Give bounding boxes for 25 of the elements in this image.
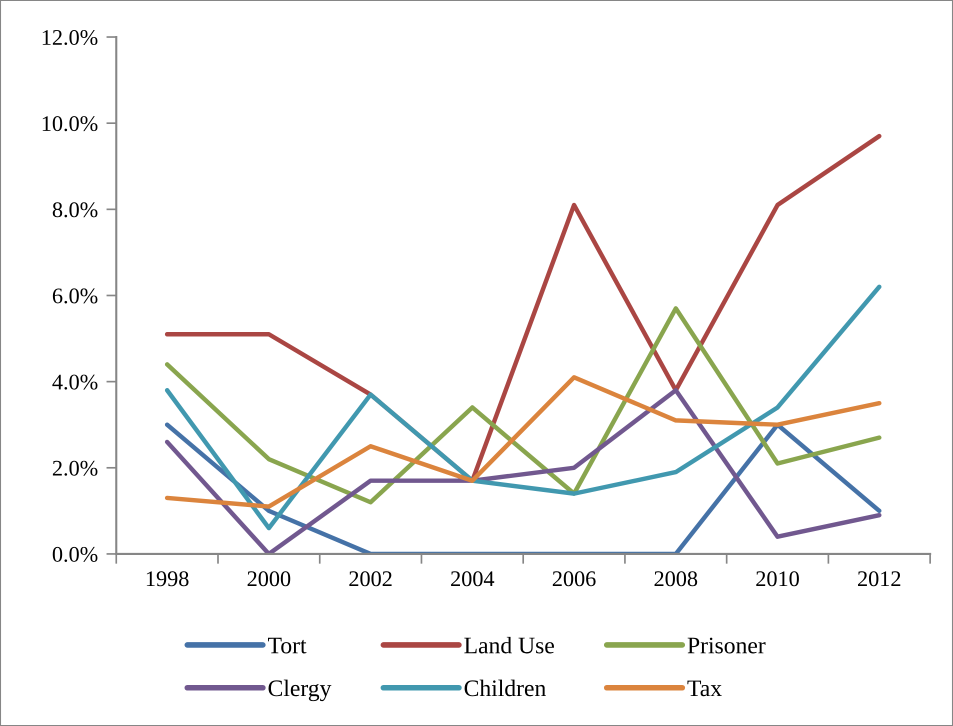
legend-label: Tax xyxy=(687,680,722,696)
y-tick-label: 0.0% xyxy=(52,546,98,562)
y-tick-label: 6.0% xyxy=(52,288,98,304)
line-series xyxy=(164,284,882,530)
x-tick-label: 2006 xyxy=(552,571,596,586)
legend-label: Tort xyxy=(268,638,306,654)
y-tick-label: 8.0% xyxy=(52,202,98,218)
line-series xyxy=(164,388,882,554)
x-tick-label: 2000 xyxy=(248,571,290,586)
legend-label: Prisoner xyxy=(688,638,766,654)
legend-label: Land Use xyxy=(464,636,554,654)
x-tick-label: 1998 xyxy=(146,571,189,586)
line-series xyxy=(164,306,882,504)
y-tick-label: 10.0% xyxy=(42,116,98,132)
x-tick-label: 2008 xyxy=(654,571,698,586)
y-tick-label: 2.0% xyxy=(52,460,98,476)
y-tick-label: 12.0% xyxy=(42,30,98,46)
x-tick-label: 2010 xyxy=(756,571,799,586)
legend-label: Clergy xyxy=(268,680,332,702)
x-tick-label: 2002 xyxy=(349,571,392,586)
x-tick-label: 2004 xyxy=(451,571,494,586)
legend-label: Children xyxy=(464,680,546,696)
y-tick-label: 4.0% xyxy=(52,374,98,390)
x-tick-label: 2012 xyxy=(858,571,900,586)
line-series xyxy=(164,375,882,509)
